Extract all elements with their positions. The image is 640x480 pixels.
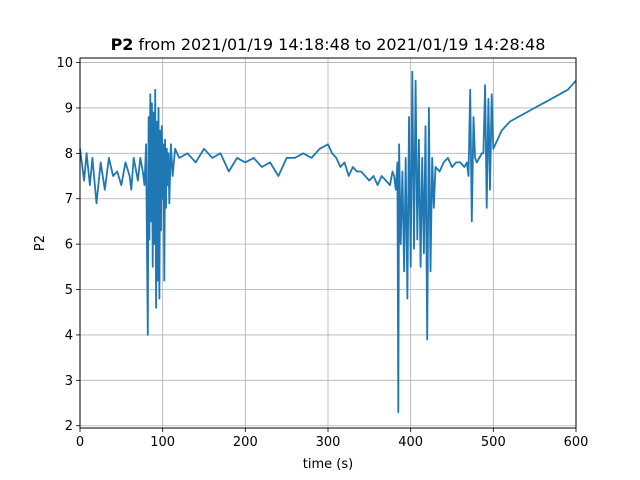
x-tick-label: 500 xyxy=(481,435,506,450)
y-tick-label: 9 xyxy=(65,101,73,116)
y-axis-label: P2 xyxy=(33,235,48,251)
y-tick-label: 5 xyxy=(65,283,73,298)
y-tick-label: 7 xyxy=(65,192,73,207)
x-axis-label: time (s) xyxy=(303,457,353,472)
y-axis: 2 3 4 5 6 7 8 9 10 xyxy=(56,56,80,434)
y-tick-label: 2 xyxy=(65,419,73,434)
chart-title: P2 from 2021/01/19 14:18:48 to 2021/01/1… xyxy=(111,35,546,54)
series-line-p2 xyxy=(79,70,577,414)
x-tick-label: 400 xyxy=(398,435,423,450)
y-tick-label: 10 xyxy=(56,56,73,71)
x-tick-label: 600 xyxy=(564,435,589,450)
chart-title-bold: P2 xyxy=(111,35,134,54)
y-tick-label: 8 xyxy=(65,147,73,162)
x-tick-label: 300 xyxy=(316,435,341,450)
x-tick-label: 200 xyxy=(233,435,258,450)
y-tick-label: 6 xyxy=(65,238,73,253)
y-tick-label: 4 xyxy=(65,328,73,343)
chart-title-rest: from 2021/01/19 14:18:48 to 2021/01/19 1… xyxy=(133,35,545,54)
y-tick-label: 3 xyxy=(65,374,73,389)
x-tick-label: 0 xyxy=(76,435,84,450)
series-group xyxy=(79,70,577,414)
x-axis: 0 100 200 300 400 500 600 xyxy=(76,428,589,450)
x-tick-label: 100 xyxy=(150,435,175,450)
